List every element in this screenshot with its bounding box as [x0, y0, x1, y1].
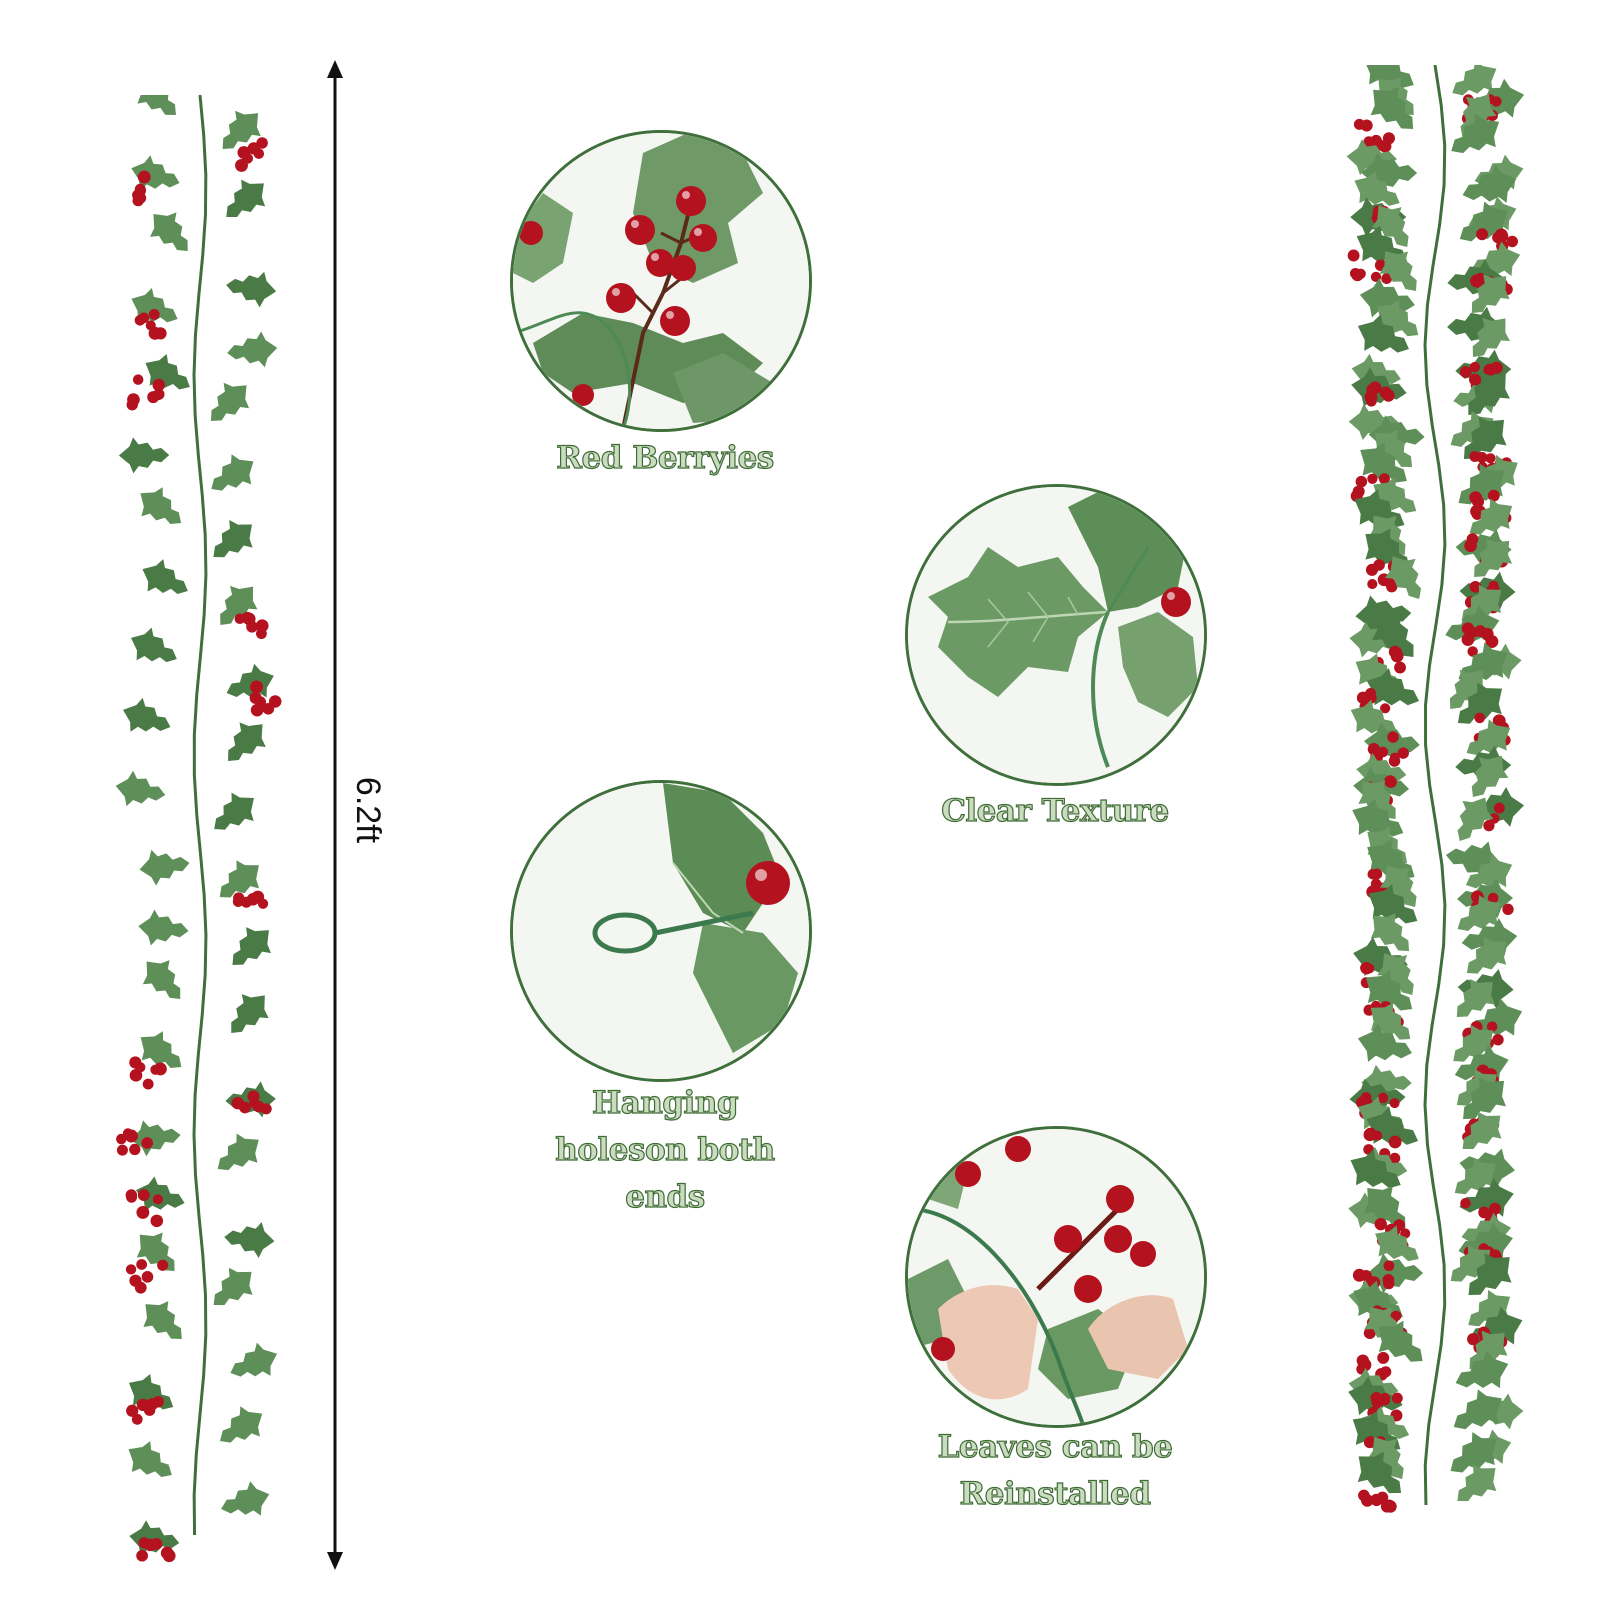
feature-label-reinstall: Leaves can be Reinstalled [937, 1428, 1173, 1512]
feature-label-berries: Red Berryies [556, 439, 775, 476]
feature-circle-texture [905, 484, 1207, 786]
feature-circle-reinstall [905, 1126, 1207, 1428]
feature-circle-hanging-hole [510, 780, 812, 1082]
feature-label-hanging-hole: Hanging holeson both ends [555, 1084, 776, 1215]
length-arrow-icon [320, 60, 350, 1570]
garland-straight [110, 95, 290, 1565]
length-label: 6.2ft [349, 776, 387, 844]
feature-circle-berries [510, 130, 812, 432]
garland-full [1345, 65, 1525, 1535]
feature-label-texture: Clear Texture [941, 792, 1170, 829]
